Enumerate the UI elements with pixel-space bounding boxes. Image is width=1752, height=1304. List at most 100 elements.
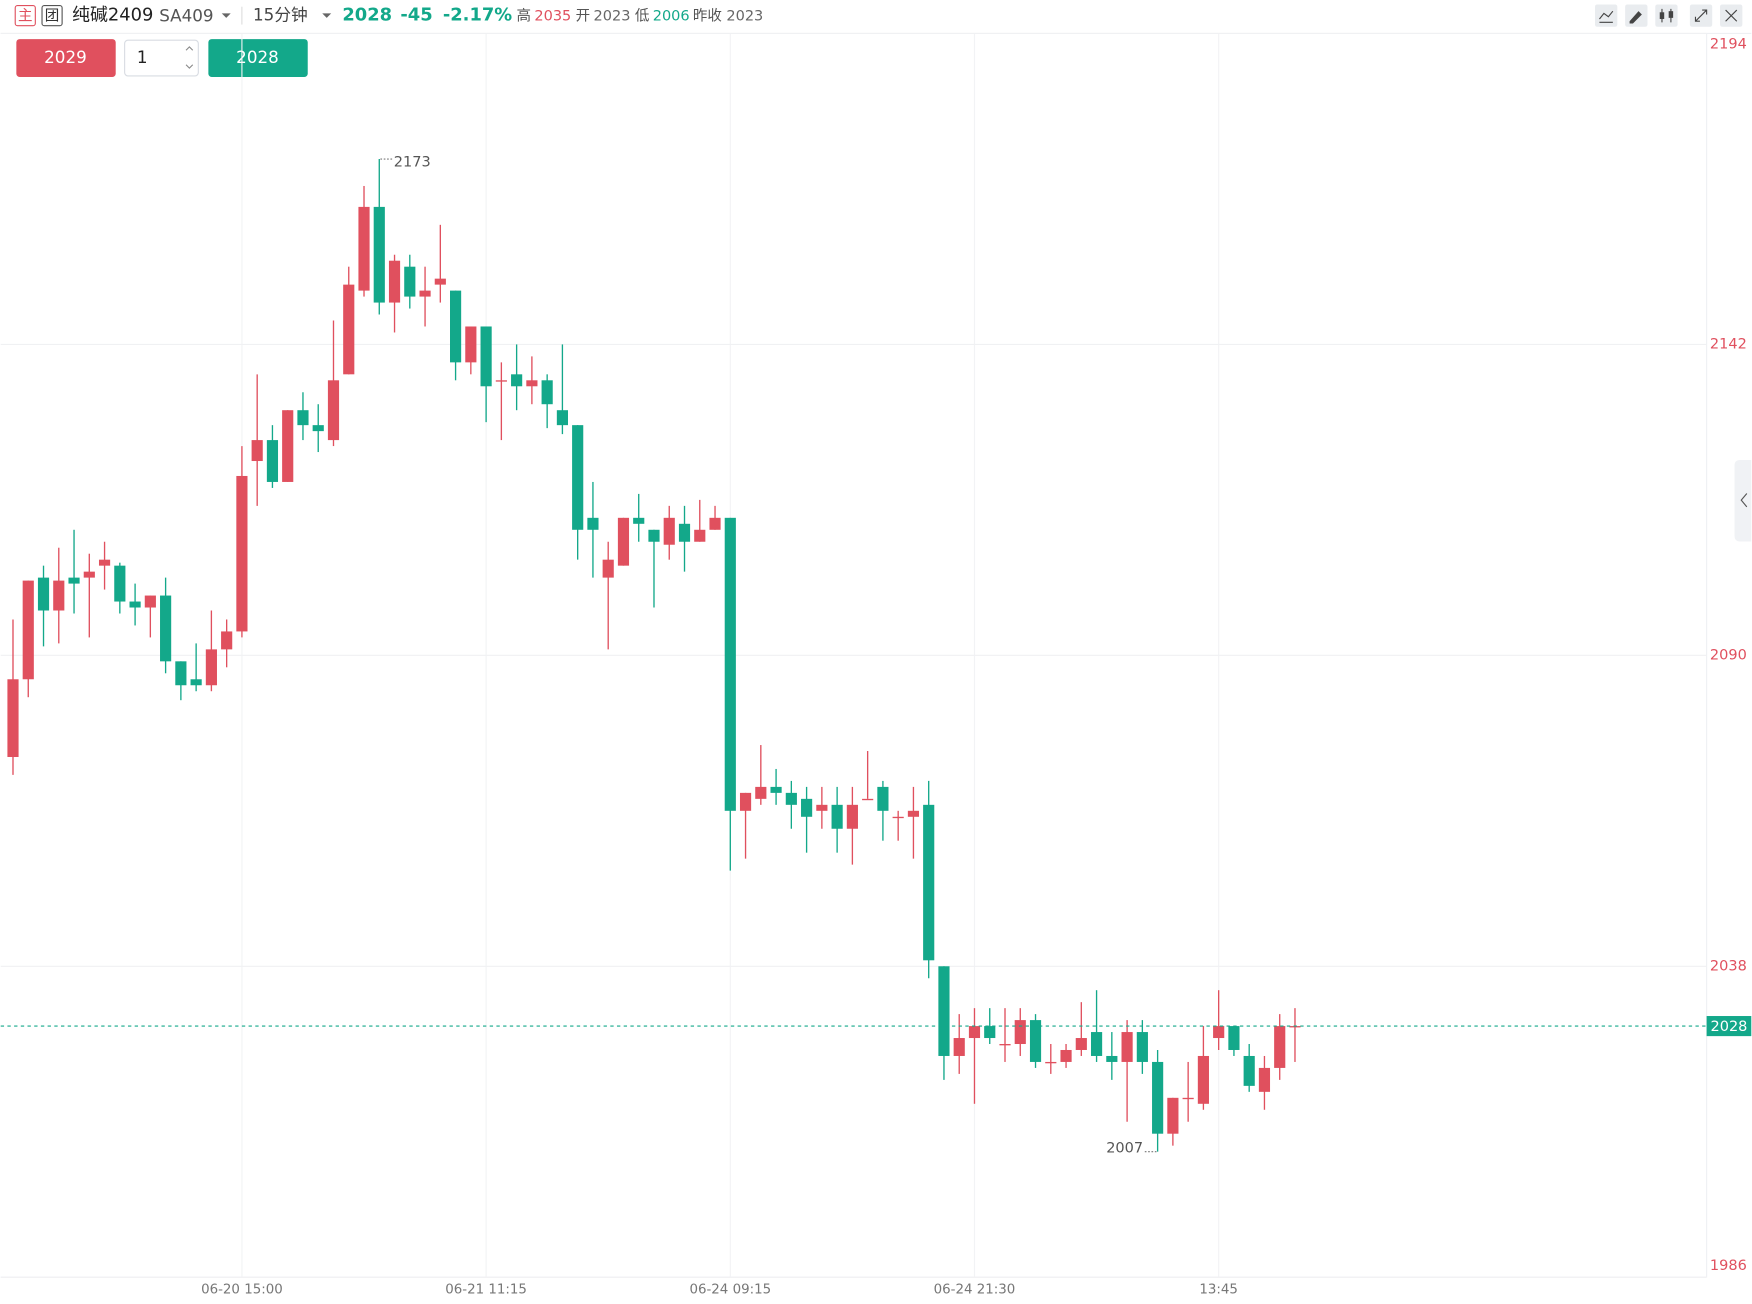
contract-name[interactable]: 纯碱2409	[72, 5, 153, 26]
candle-body	[221, 631, 233, 650]
candle-body	[1014, 1020, 1026, 1045]
candle-body	[22, 580, 34, 680]
candle-body	[83, 571, 95, 578]
candle-body	[907, 810, 920, 817]
spinner[interactable]	[185, 46, 194, 69]
candle-body	[938, 966, 950, 1056]
candle-body	[739, 792, 752, 811]
candle-body	[892, 816, 904, 819]
y-tick-label: 2090	[1710, 647, 1747, 663]
candle-body	[785, 792, 797, 805]
x-tick-label: 06-20 15:00	[201, 1282, 283, 1297]
prev-close-value: 2023	[726, 9, 763, 25]
quantity-input[interactable]	[124, 39, 199, 77]
candle-body	[434, 278, 446, 285]
candle-body	[923, 804, 935, 961]
candle-body	[1289, 1026, 1301, 1028]
candle-body	[709, 517, 721, 530]
candle-body	[755, 786, 767, 799]
candle-body	[160, 595, 172, 662]
candle-body	[175, 661, 187, 686]
low-label: 低	[635, 8, 650, 25]
candle-body	[1121, 1032, 1133, 1062]
logo-box	[14, 5, 36, 27]
logo-box	[41, 5, 63, 27]
candle-body	[1274, 1026, 1286, 1068]
quantity: 1	[137, 47, 148, 67]
min-annotation: 2007	[1106, 1140, 1143, 1156]
candle-body	[495, 380, 507, 382]
candle-body	[358, 206, 370, 291]
dropdown-arrow	[221, 13, 231, 18]
price-change-pct: -2.17%	[443, 5, 512, 26]
candle-body	[602, 559, 614, 578]
candle-body	[617, 517, 630, 566]
buy-button[interactable]	[208, 39, 308, 78]
candle-body	[1258, 1067, 1271, 1092]
candle-body	[526, 380, 538, 387]
candle-body	[266, 440, 279, 482]
candle-body	[541, 380, 553, 405]
low-value: 2006	[653, 9, 690, 25]
prev-close-label: 昨收	[693, 8, 722, 25]
candle-body	[251, 440, 263, 462]
candle-body	[694, 529, 706, 542]
contract-code[interactable]: SA409	[159, 6, 213, 26]
sell-price: 2029	[44, 47, 87, 67]
candle-body	[572, 425, 584, 530]
candle-body	[205, 649, 217, 686]
interval[interactable]: 15分钟	[253, 5, 308, 25]
candle-body	[724, 517, 736, 811]
high-value: 2035	[534, 9, 571, 25]
tool-button[interactable]	[1655, 4, 1678, 27]
y-tick-label: 2194	[1710, 37, 1747, 53]
candle-body	[37, 577, 50, 611]
x-tick-label: 06-21 11:15	[445, 1282, 527, 1297]
candle-body	[114, 565, 126, 602]
sell-button[interactable]	[16, 39, 116, 78]
candle-body	[144, 595, 156, 608]
candle-body	[968, 1026, 981, 1039]
x-tick-label: 06-24 21:30	[934, 1282, 1016, 1297]
candle-body	[1045, 1061, 1057, 1064]
last-price: 2028	[342, 5, 392, 26]
candle-body	[7, 679, 19, 757]
side-panel-toggle[interactable]	[1734, 459, 1752, 542]
buy-price: 2028	[236, 47, 279, 67]
candle-body	[1197, 1055, 1209, 1104]
candle-body	[343, 284, 355, 375]
candle-body	[801, 798, 813, 817]
candle-body	[68, 577, 80, 584]
candle-body	[663, 517, 675, 545]
max-annotation: 2173	[394, 154, 431, 170]
candle-body	[984, 1026, 996, 1039]
candle-body	[1090, 1032, 1103, 1056]
candle-body	[419, 290, 431, 297]
tool-icon	[1725, 9, 1738, 22]
tool-icon	[1599, 10, 1614, 23]
y-tick-label: 2038	[1710, 958, 1747, 974]
candle-body	[678, 523, 691, 542]
candle-body	[1228, 1026, 1240, 1050]
candle-body	[1029, 1020, 1042, 1062]
candle-body	[1136, 1032, 1148, 1062]
tool-icon	[1668, 11, 1674, 18]
y-tick-label: 2142	[1710, 336, 1747, 352]
candle-body	[1243, 1055, 1255, 1086]
candle-body	[327, 380, 340, 441]
last-price-label: 2028	[1711, 1019, 1748, 1035]
candle-body	[1213, 1026, 1225, 1039]
logo-team: 团	[45, 9, 60, 25]
candle-body	[450, 290, 462, 363]
dropdown-arrow	[322, 13, 332, 18]
candle-body	[373, 206, 385, 303]
candle-body	[53, 580, 65, 611]
price-change: -45	[400, 5, 432, 26]
candle-body	[190, 679, 202, 686]
candle-body	[1182, 1097, 1194, 1100]
open-value: 2023	[594, 9, 631, 25]
logo-main: 主	[18, 8, 33, 25]
candle-body	[511, 374, 523, 387]
candle-body	[846, 804, 858, 829]
candle-body	[816, 804, 828, 811]
